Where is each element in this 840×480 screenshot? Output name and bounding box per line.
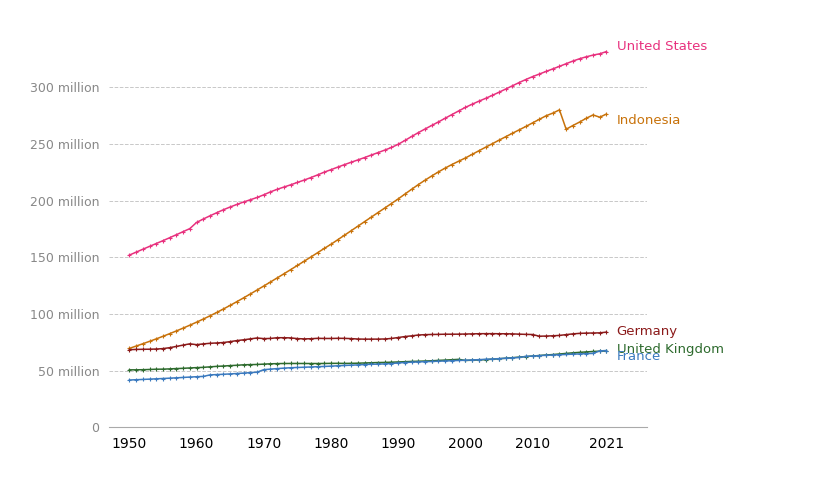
Text: Indonesia: Indonesia <box>617 114 681 127</box>
Text: Germany: Germany <box>617 325 678 338</box>
Text: France: France <box>617 350 661 363</box>
Text: United Kingdom: United Kingdom <box>617 343 723 356</box>
Text: United States: United States <box>617 40 706 53</box>
